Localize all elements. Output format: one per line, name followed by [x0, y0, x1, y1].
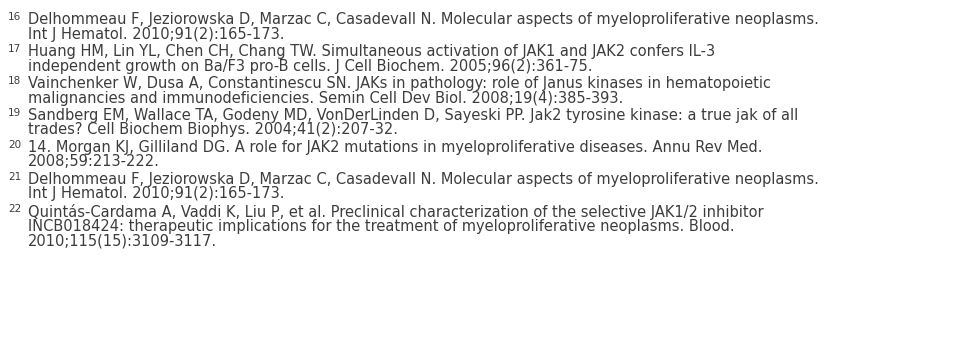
Text: trades? Cell Biochem Biophys. 2004;41(2):207-32.: trades? Cell Biochem Biophys. 2004;41(2)…	[28, 123, 398, 137]
Text: 19: 19	[8, 108, 21, 118]
Text: Delhommeau F, Jeziorowska D, Marzac C, Casadevall N. Molecular aspects of myelop: Delhommeau F, Jeziorowska D, Marzac C, C…	[28, 172, 819, 187]
Text: 16: 16	[8, 12, 21, 22]
Text: 20: 20	[8, 140, 21, 150]
Text: Delhommeau F, Jeziorowska D, Marzac C, Casadevall N. Molecular aspects of myelop: Delhommeau F, Jeziorowska D, Marzac C, C…	[28, 12, 819, 27]
Text: Vainchenker W, Dusa A, Constantinescu SN. JAKs in pathology: role of Janus kinas: Vainchenker W, Dusa A, Constantinescu SN…	[28, 76, 771, 91]
Text: 21: 21	[8, 172, 21, 182]
Text: 22: 22	[8, 204, 21, 214]
Text: 2010;115(15):3109-3117.: 2010;115(15):3109-3117.	[28, 233, 217, 248]
Text: 17: 17	[8, 44, 21, 54]
Text: Sandberg EM, Wallace TA, Godeny MD, VonDerLinden D, Sayeski PP. Jak2 tyrosine ki: Sandberg EM, Wallace TA, Godeny MD, VonD…	[28, 108, 799, 123]
Text: independent growth on Ba/F3 pro-B cells. J Cell Biochem. 2005;96(2):361-75.: independent growth on Ba/F3 pro-B cells.…	[28, 59, 592, 73]
Text: malignancies and immunodeficiencies. Semin Cell Dev Biol. 2008;19(4):385-393.: malignancies and immunodeficiencies. Sem…	[28, 91, 623, 105]
Text: 18: 18	[8, 76, 21, 86]
Text: Huang HM, Lin YL, Chen CH, Chang TW. Simultaneous activation of JAK1 and JAK2 co: Huang HM, Lin YL, Chen CH, Chang TW. Sim…	[28, 44, 715, 59]
Text: Int J Hematol. 2010;91(2):165-173.: Int J Hematol. 2010;91(2):165-173.	[28, 27, 284, 41]
Text: 14. Morgan KJ, Gilliland DG. A role for JAK2 mutations in myeloproliferative dis: 14. Morgan KJ, Gilliland DG. A role for …	[28, 140, 762, 155]
Text: INCB018424: therapeutic implications for the treatment of myeloproliferative neo: INCB018424: therapeutic implications for…	[28, 218, 734, 234]
Text: 2008;59:213-222.: 2008;59:213-222.	[28, 154, 160, 170]
Text: Int J Hematol. 2010;91(2):165-173.: Int J Hematol. 2010;91(2):165-173.	[28, 186, 284, 202]
Text: Quintás-Cardama A, Vaddi K, Liu P, et al. Preclinical characterization of the se: Quintás-Cardama A, Vaddi K, Liu P, et al…	[28, 204, 763, 220]
